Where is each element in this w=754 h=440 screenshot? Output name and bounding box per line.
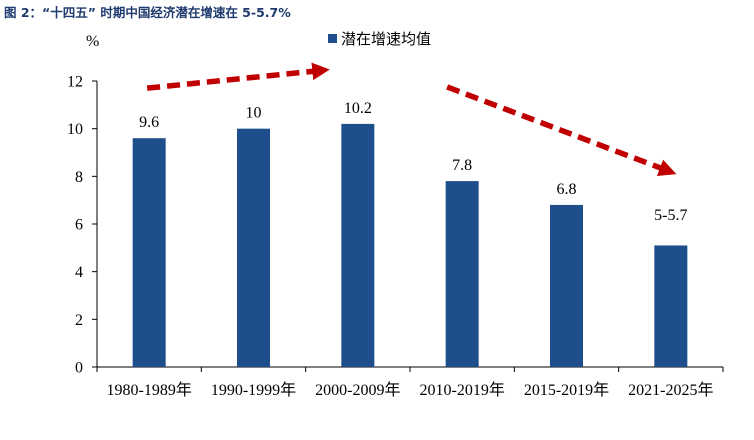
x-tick-label: 2000-2009年	[315, 381, 400, 399]
bar	[445, 181, 479, 367]
data-label: 10.2	[344, 100, 372, 117]
bar	[132, 138, 166, 367]
x-tick-label: 2010-2019年	[419, 381, 504, 399]
figure-title: 图 2：“十四五” 时期中国经济潜在增速在 5-5.7%	[4, 5, 291, 20]
y-tick-label: 8	[75, 169, 83, 186]
bar	[341, 123, 375, 368]
bar	[550, 204, 583, 367]
y-tick-label: 2	[75, 312, 83, 329]
y-tick-label: 10	[67, 121, 83, 138]
x-tick-label: 2015-2019年	[524, 381, 609, 399]
falling-trend-arrow	[446, 84, 677, 177]
bar	[654, 245, 688, 367]
x-tick-label: 1990-1999年	[211, 381, 296, 399]
y-tick-label: 12	[67, 74, 83, 91]
axes: 0 2 4 6 8 10 12 1980-1989年 1990-1999年 2000-2009年 2…	[67, 74, 724, 399]
legend-swatch	[328, 34, 337, 43]
data-label: 7.8	[452, 157, 472, 174]
data-label: 6.8	[557, 181, 577, 198]
bar	[237, 128, 270, 367]
bars: 9.6 10 10.2 7.8 6.8 5-5.7	[132, 100, 688, 368]
legend: 潜在增速均值	[328, 30, 431, 48]
data-label: 10	[246, 105, 262, 122]
rising-trend-arrow	[146, 62, 330, 91]
trend-arrows	[146, 62, 677, 177]
data-label: 5-5.7	[654, 207, 687, 224]
y-tick-label: 0	[75, 360, 83, 377]
x-tick-label: 1980-1989年	[106, 381, 191, 399]
data-label: 9.6	[139, 114, 159, 131]
y-axis-unit-label: %	[86, 33, 99, 50]
legend-label: 潜在增速均值	[341, 30, 431, 48]
x-tick-label: 2021-2025年	[628, 381, 713, 399]
y-tick-label: 4	[75, 264, 83, 281]
y-tick-label: 6	[75, 217, 83, 234]
